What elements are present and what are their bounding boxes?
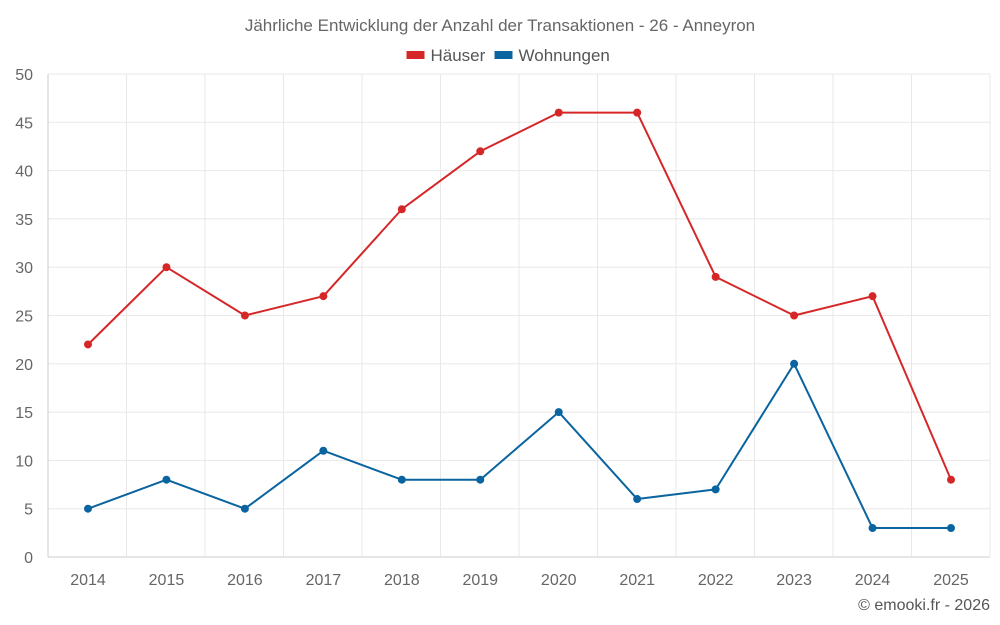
- y-tick-label: 0: [24, 550, 33, 567]
- data-point[interactable]: [84, 340, 92, 349]
- data-point[interactable]: [397, 205, 406, 214]
- y-tick-label: 25: [15, 309, 33, 326]
- series-haeuser: [84, 108, 955, 484]
- legend-swatch: [406, 51, 425, 59]
- data-point[interactable]: [84, 504, 92, 513]
- y-tick-label: 10: [15, 453, 33, 470]
- data-point[interactable]: [476, 475, 485, 484]
- chart-title: Jährliche Entwicklung der Anzahl der Tra…: [245, 16, 755, 35]
- series-group: [84, 108, 955, 533]
- series-wohnungen: [84, 359, 955, 533]
- x-tick-label: 2014: [70, 572, 106, 589]
- data-point[interactable]: [868, 292, 877, 301]
- data-point[interactable]: [947, 475, 955, 484]
- x-tick-label: 2017: [306, 572, 342, 589]
- y-tick-label: 35: [15, 212, 33, 229]
- x-tick-label: 2020: [541, 572, 577, 589]
- x-tick-label: 2021: [619, 572, 655, 589]
- x-tick-label: 2022: [698, 572, 734, 589]
- series-line: [87, 362, 951, 530]
- grid: [47, 73, 991, 558]
- series-line: [87, 111, 952, 481]
- x-tick-label: 2015: [149, 572, 185, 589]
- x-tick-label: 2019: [462, 572, 498, 589]
- credit-text: © emooki.fr - 2026: [858, 597, 990, 614]
- y-tick-label: 40: [15, 164, 33, 181]
- data-point[interactable]: [397, 475, 406, 484]
- data-point[interactable]: [947, 524, 955, 533]
- data-point[interactable]: [240, 311, 249, 320]
- legend: Häuser Wohnungen: [406, 46, 610, 65]
- legend-swatch: [494, 51, 513, 59]
- data-point[interactable]: [162, 475, 171, 484]
- data-point[interactable]: [633, 108, 642, 117]
- data-point[interactable]: [711, 272, 720, 281]
- data-point[interactable]: [554, 408, 563, 417]
- legend-label[interactable]: Häuser: [431, 46, 486, 65]
- data-point[interactable]: [319, 446, 328, 455]
- x-tick-label: 2025: [933, 572, 969, 589]
- x-tick-label: 2023: [776, 572, 812, 589]
- y-tick-label: 50: [15, 67, 33, 84]
- x-axis: 2014 2015 2016 2017 2018 2019 2020 2021 2022 2023…: [70, 572, 969, 589]
- y-tick-label: 30: [15, 260, 33, 277]
- y-tick-label: 45: [15, 115, 33, 132]
- legend-label[interactable]: Wohnungen: [519, 46, 610, 65]
- data-point[interactable]: [240, 504, 249, 513]
- data-point[interactable]: [868, 524, 877, 533]
- data-point[interactable]: [633, 495, 642, 504]
- y-tick-label: 5: [24, 502, 33, 519]
- data-point[interactable]: [476, 147, 485, 156]
- y-tick-label: 20: [15, 357, 33, 374]
- data-point[interactable]: [319, 292, 328, 301]
- data-point[interactable]: [790, 311, 799, 320]
- y-axis: 0 5 10 15 20 25 30 35 40 45 50: [15, 67, 33, 567]
- x-tick-label: 2016: [227, 572, 263, 589]
- data-point[interactable]: [162, 263, 171, 272]
- data-point[interactable]: [554, 108, 563, 117]
- x-tick-label: 2018: [384, 572, 420, 589]
- x-tick-label: 2024: [855, 572, 891, 589]
- y-tick-label: 15: [15, 405, 33, 422]
- data-point[interactable]: [711, 485, 720, 494]
- data-point[interactable]: [790, 359, 799, 368]
